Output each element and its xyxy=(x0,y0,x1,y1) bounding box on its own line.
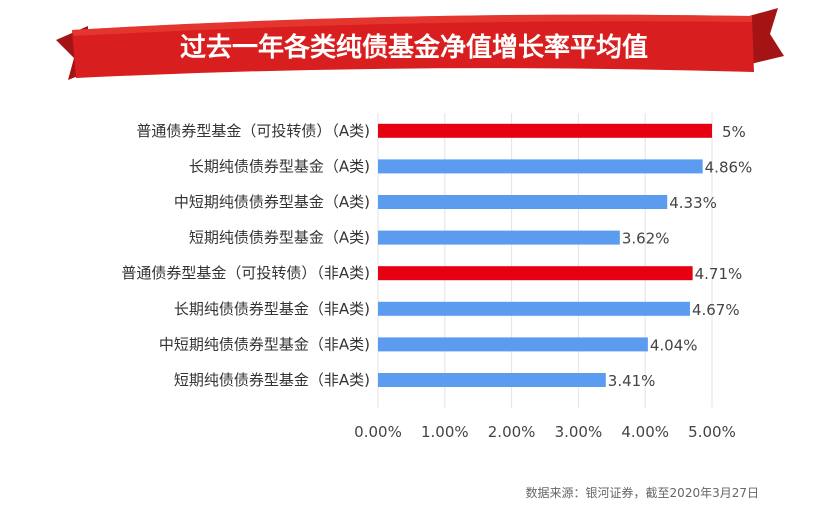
bar xyxy=(378,301,690,316)
category-label: 长期纯债债券型基金（非A类) xyxy=(174,300,370,318)
value-label: 4.71% xyxy=(695,265,743,283)
value-label: 4.33% xyxy=(669,194,717,212)
x-tick-label: 4.00% xyxy=(621,423,669,441)
bar xyxy=(378,159,703,174)
ribbon-band xyxy=(72,14,754,79)
bars xyxy=(378,123,712,387)
labels: 普通债券型基金（可投转债）（A类) 5% 长期纯债债券型基金（A类) 4.86% 中短期… xyxy=(121,122,752,390)
category-label: 中短期纯债债券型基金（非A类) xyxy=(159,335,370,353)
value-label: 5% xyxy=(722,123,746,141)
value-label: 4.86% xyxy=(705,158,753,176)
category-label: 长期纯债债券型基金（A类) xyxy=(189,157,370,175)
category-label: 短期纯债债券型基金（A类) xyxy=(189,229,370,247)
category-label: 普通债券型基金（可投转债）（A类) xyxy=(136,122,370,140)
x-tick-label: 3.00% xyxy=(555,423,603,441)
source-note: 数据来源：银河证券，截至2020年3月27日 xyxy=(525,486,759,500)
page-title: 过去一年各类纯债基金净值增长率平均值 xyxy=(180,32,648,63)
bar xyxy=(378,373,606,387)
category-label: 短期纯债债券型基金（非A类) xyxy=(174,371,370,389)
value-label: 4.04% xyxy=(650,336,698,354)
bar-chart: 普通债券型基金（可投转债）（A类) 5% 长期纯债债券型基金（A类) 4.86% 中短期… xyxy=(121,113,752,441)
x-tick-label: 1.00% xyxy=(421,423,469,441)
bar xyxy=(378,266,693,281)
category-label: 中短期纯债债券型基金（A类) xyxy=(174,193,370,211)
title-ribbon: 过去一年各类纯债基金净值增长率平均值 xyxy=(56,8,784,80)
x-axis-ticks: 0.00% 1.00% 2.00% 3.00% 4.00% 5.00% xyxy=(354,423,736,441)
x-tick-label: 0.00% xyxy=(354,423,402,441)
value-label: 4.67% xyxy=(692,301,740,319)
bar xyxy=(378,195,668,209)
ribbon-highlight xyxy=(72,14,752,37)
category-label: 普通债券型基金（可投转债）（非A类) xyxy=(121,264,370,282)
x-tick-label: 2.00% xyxy=(488,423,536,441)
grid xyxy=(377,113,713,408)
x-tick-label: 5.00% xyxy=(688,423,736,441)
bar xyxy=(378,230,620,245)
value-label: 3.41% xyxy=(608,372,656,390)
bar xyxy=(378,123,712,138)
bar xyxy=(378,337,648,352)
value-label: 3.62% xyxy=(622,230,670,248)
